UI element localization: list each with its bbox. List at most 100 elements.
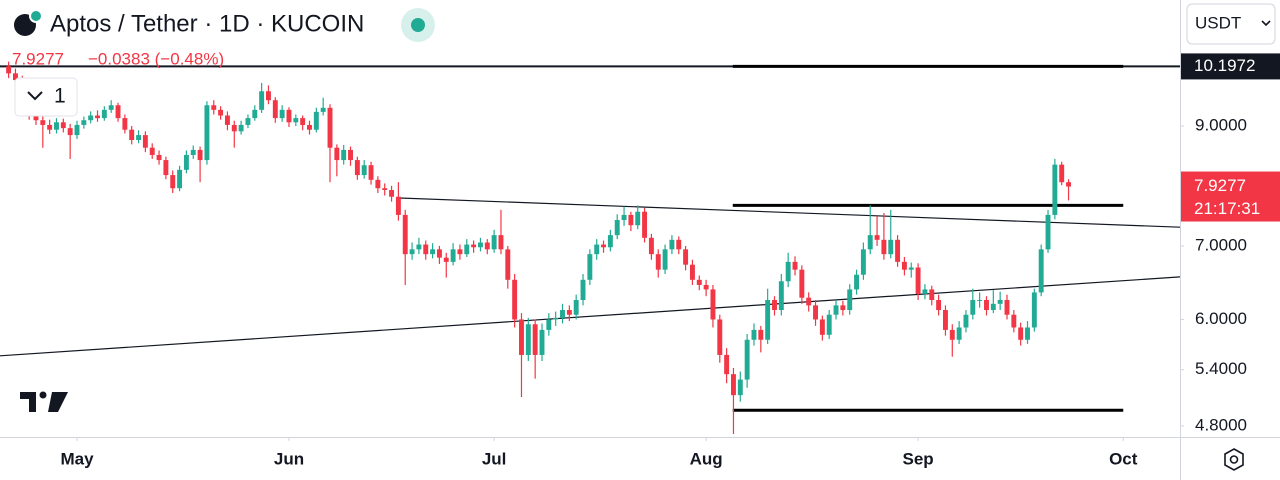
- candle-body: [129, 129, 135, 140]
- candle-body: [621, 214, 627, 221]
- candle-body: [813, 305, 818, 320]
- candle-body: [183, 154, 189, 170]
- candle-body: [806, 297, 812, 306]
- candle-body: [819, 319, 825, 335]
- candle-body: [1025, 327, 1030, 340]
- candle-body: [60, 122, 66, 129]
- x-tick-label: May: [60, 449, 94, 468]
- candle-body: [40, 120, 46, 125]
- y-tick-label: 9.0000: [1195, 115, 1247, 134]
- candle-body: [341, 149, 347, 161]
- settings-button[interactable]: [1224, 448, 1244, 471]
- x-tick-label: Oct: [1109, 449, 1138, 468]
- indicators-toggle[interactable]: 1: [14, 77, 78, 117]
- candle-body: [696, 279, 702, 285]
- candle-body: [778, 281, 784, 311]
- candle-body: [67, 128, 73, 136]
- candle-body: [566, 310, 572, 315]
- candle-body: [81, 120, 87, 125]
- price-line-label-text: 10.1972: [1194, 56, 1255, 75]
- candle-body: [847, 289, 853, 311]
- candle-body: [601, 244, 607, 248]
- candle-body: [136, 135, 142, 140]
- candle-body: [525, 324, 531, 355]
- candle-body: [648, 237, 654, 255]
- candle-body: [881, 239, 887, 255]
- candle-body: [963, 314, 969, 328]
- indicators-box: [14, 77, 78, 117]
- candle-body: [252, 109, 258, 119]
- candle-body: [409, 249, 415, 255]
- candle-body: [689, 264, 695, 280]
- x-tick-label: Jul: [482, 449, 507, 468]
- candle-body: [977, 299, 983, 301]
- candle-body: [245, 118, 251, 125]
- y-tick-label: 5.4000: [1195, 359, 1247, 378]
- countdown-label: 21:17:31: [1194, 199, 1260, 218]
- candle-body: [949, 329, 955, 340]
- candle-body: [546, 319, 552, 330]
- candle-body: [594, 244, 600, 255]
- candle-body: [703, 284, 709, 290]
- candle-body: [717, 319, 723, 355]
- logo-part: [20, 392, 36, 412]
- candle-body: [642, 211, 648, 238]
- candle-body: [170, 175, 176, 189]
- currency-dropdown[interactable]: USDT: [1186, 3, 1276, 45]
- candle-body: [348, 149, 353, 161]
- candle-body: [354, 160, 360, 176]
- candle-body: [1018, 327, 1024, 340]
- x-tick-label: Aug: [690, 449, 723, 468]
- candle-body: [573, 299, 579, 315]
- y-tick-label: 4.8000: [1195, 415, 1247, 434]
- tradingview-logo: [20, 391, 68, 412]
- candle-body: [942, 310, 948, 330]
- candle-body: [286, 109, 292, 123]
- candle-body: [758, 329, 764, 340]
- candle-body: [867, 235, 873, 250]
- candle-body: [519, 319, 524, 355]
- candle-body: [361, 165, 367, 176]
- candle-body: [307, 124, 312, 130]
- candle-body: [587, 254, 593, 280]
- candle-body: [382, 188, 388, 191]
- candle-body: [423, 244, 429, 255]
- candle-body: [163, 160, 169, 176]
- candle-body: [744, 339, 750, 380]
- last-price: 7.9277: [12, 49, 64, 68]
- candle-body: [484, 242, 490, 250]
- candle-body: [539, 329, 545, 355]
- candle-body: [710, 289, 716, 320]
- indicator-count: 1: [54, 85, 66, 108]
- candle-body: [915, 267, 921, 294]
- candle-body: [1066, 182, 1071, 187]
- candle-body: [12, 73, 18, 81]
- candle-body: [765, 299, 771, 340]
- candle-body: [177, 169, 183, 189]
- candle-body: [231, 124, 237, 132]
- candle-body: [320, 107, 326, 112]
- candle-body: [457, 249, 463, 255]
- candle-body: [1045, 214, 1051, 250]
- candle-body: [368, 165, 374, 180]
- candle-body: [662, 249, 668, 270]
- market-status-dot: [411, 18, 425, 32]
- candle-body: [293, 118, 299, 123]
- symbol-logo-badge: [29, 9, 43, 23]
- candle-body: [628, 214, 634, 226]
- x-tick-label: Sep: [903, 449, 934, 468]
- candle-body: [936, 299, 942, 311]
- candle-body: [33, 115, 39, 121]
- y-tick-label: 6.0000: [1195, 309, 1247, 328]
- candle-body: [450, 249, 456, 262]
- candle-body: [122, 118, 128, 130]
- candle-body: [389, 190, 395, 197]
- candle-body: [149, 147, 155, 155]
- candle-body: [477, 242, 483, 248]
- candle-body: [785, 261, 791, 282]
- candle-body: [833, 305, 839, 315]
- candle-body: [1031, 292, 1037, 328]
- candle-body: [224, 115, 230, 125]
